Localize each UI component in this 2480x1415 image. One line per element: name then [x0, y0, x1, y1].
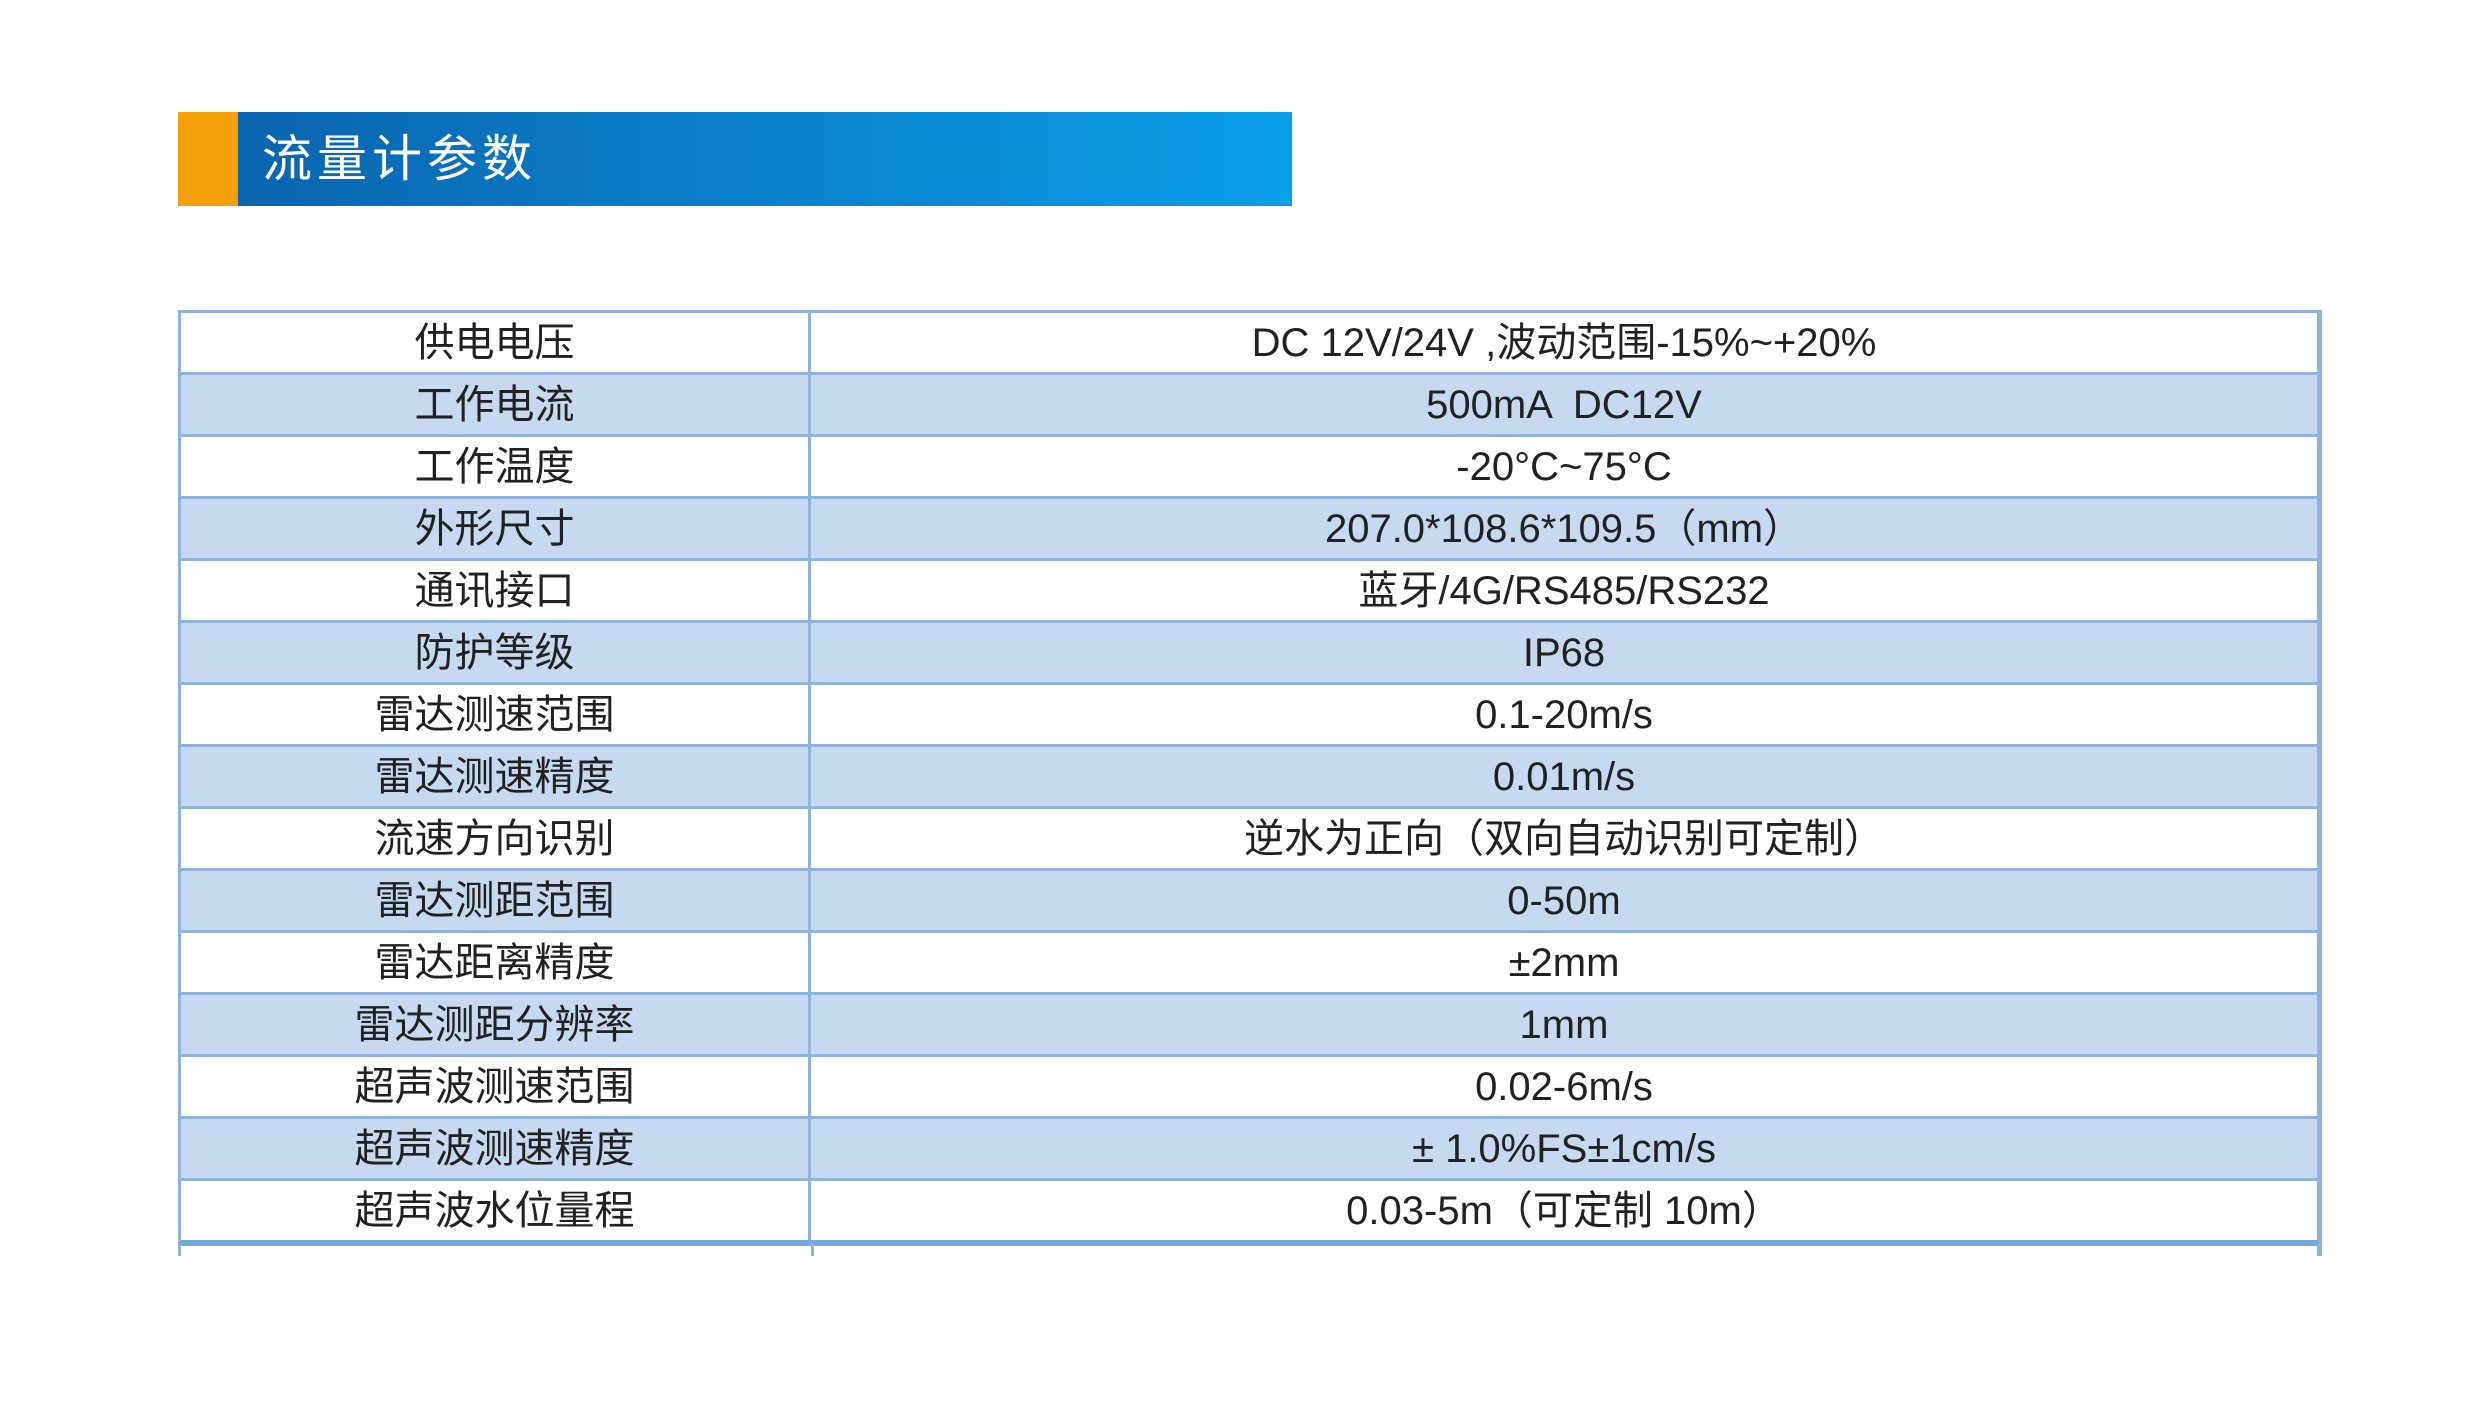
table-row: 防护等级 IP68	[181, 620, 2317, 682]
table-left-border-tail	[178, 1244, 181, 1256]
table-rows: 供电电压 DC 12V/24V ,波动范围-15%~+20% 工作电流 500m…	[181, 313, 2317, 1240]
table-row: 通讯接口 蓝牙/4G/RS485/RS232	[181, 558, 2317, 620]
param-value-cell: 逆水为正向（双向自动识别可定制）	[1244, 816, 1884, 861]
param-name-cell: 防护等级	[181, 623, 811, 682]
param-name-cell: 工作电流	[181, 375, 811, 434]
param-value-cell: ± 1.0%FS±1cm/s	[1412, 1126, 1716, 1171]
banner-gradient-bar: 流量计参数	[238, 112, 1292, 206]
table-row: 雷达测速精度 0.01m/s	[181, 744, 2317, 806]
param-value-cell: -20°C~75°C	[1456, 444, 1672, 489]
param-value-cell: 蓝牙/4G/RS485/RS232	[1358, 568, 1770, 613]
param-name-cell: 超声波测速精度	[181, 1119, 811, 1178]
section-banner: 流量计参数	[178, 112, 1292, 206]
spec-table: 供电电压 DC 12V/24V ,波动范围-15%~+20% 工作电流 500m…	[178, 310, 2322, 1256]
table-row: 工作电流 500mA DC12V	[181, 372, 2317, 434]
param-name-cell: 超声波水位量程	[181, 1181, 811, 1240]
param-value-cell: 0.1-20m/s	[1475, 692, 1653, 737]
table-row: 雷达测距范围 0-50m	[181, 868, 2317, 930]
param-value-cell: 0.01m/s	[1492, 754, 1636, 799]
table-row: 雷达测距分辨率 1mm	[181, 992, 2317, 1054]
param-name-cell: 工作温度	[181, 437, 811, 496]
param-name-cell: 雷达测速范围	[181, 685, 811, 744]
table-row: 外形尺寸 207.0*108.6*109.5（mm）	[181, 496, 2317, 558]
banner-accent-block	[178, 112, 238, 206]
table-row: 雷达测速范围 0.1-20m/s	[181, 682, 2317, 744]
param-value-cell: 0.03-5m（可定制 10m）	[1346, 1188, 1782, 1233]
table-row: 超声波水位量程 0.03-5m（可定制 10m）	[181, 1178, 2317, 1240]
param-value-cell: 0-50m	[1507, 878, 1621, 923]
param-name-cell: 雷达距离精度	[181, 933, 811, 992]
table-row: 流速方向识别 逆水为正向（双向自动识别可定制）	[181, 806, 2317, 868]
section-title: 流量计参数	[262, 131, 537, 187]
param-name-cell: 雷达测距分辨率	[181, 995, 811, 1054]
param-value-cell: 207.0*108.6*109.5（mm）	[1324, 506, 1804, 551]
param-name-cell: 流速方向识别	[181, 809, 811, 868]
param-name-cell: 供电电压	[181, 313, 811, 372]
param-value-cell: DC 12V/24V ,波动范围-15%~+20%	[1251, 320, 1877, 365]
param-name-cell: 超声波测速范围	[181, 1057, 811, 1116]
param-value-cell: 0.02-6m/s	[1475, 1064, 1653, 1109]
param-name-cell: 外形尺寸	[181, 499, 811, 558]
param-name-cell: 雷达测速精度	[181, 747, 811, 806]
table-row: 供电电压 DC 12V/24V ,波动范围-15%~+20%	[181, 313, 2317, 372]
table-row: 超声波测速范围 0.02-6m/s	[181, 1054, 2317, 1116]
table-row: 工作温度 -20°C~75°C	[181, 434, 2317, 496]
param-name-cell: 通讯接口	[181, 561, 811, 620]
param-name-cell: 雷达测距范围	[181, 871, 811, 930]
table-row: 超声波测速精度 ± 1.0%FS±1cm/s	[181, 1116, 2317, 1178]
table-divider-border-tail	[811, 1244, 814, 1256]
param-value-cell: ±2mm	[1508, 940, 1620, 985]
table-row: 雷达距离精度 ±2mm	[181, 930, 2317, 992]
param-value-cell: IP68	[1522, 630, 1606, 675]
table-right-border-tail	[2317, 1244, 2322, 1256]
param-value-cell: 500mA DC12V	[1426, 382, 1702, 427]
param-value-cell: 1mm	[1519, 1002, 1609, 1047]
